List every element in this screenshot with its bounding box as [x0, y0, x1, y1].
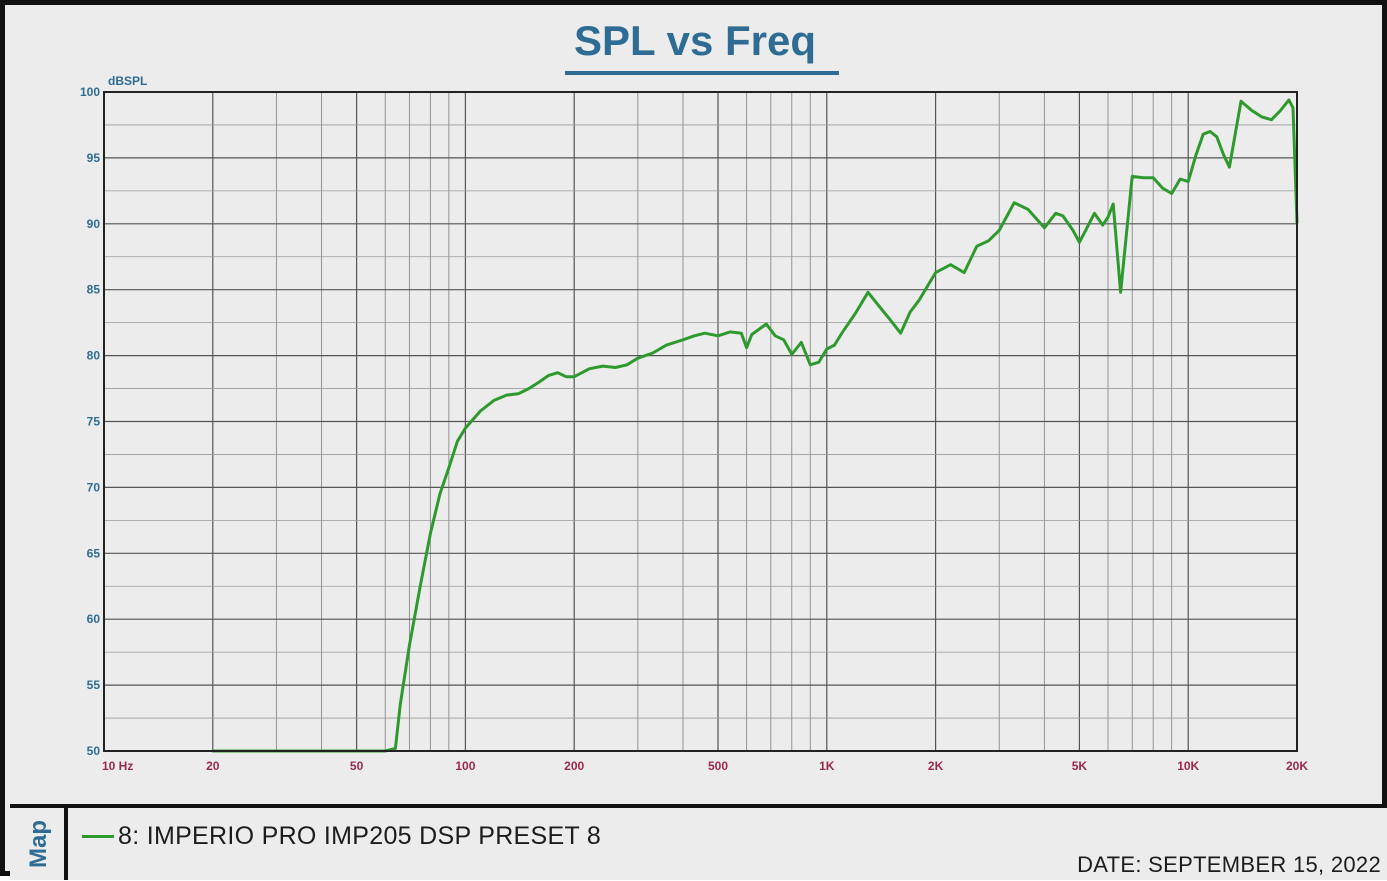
y-tick-label: 90 [87, 217, 101, 231]
x-tick-label: 10 Hz [102, 759, 133, 773]
x-tick-label: 100 [455, 759, 475, 773]
y-tick-label: 50 [87, 744, 101, 758]
legend-line-swatch [82, 835, 114, 838]
spl-chart: SPL vs Freq dBSPL 100 95 90 85 80 75 70 65 60 55 5… [80, 17, 1308, 773]
legend-footer: Map 8: IMPERIO PRO IMP205 DSP PRESET 8 D… [10, 804, 1387, 880]
x-tick-label: 200 [564, 759, 584, 773]
y-tick-label: 75 [87, 415, 101, 429]
spl-series-line [211, 98, 1299, 753]
y-tick-label: 100 [80, 85, 100, 99]
y-tick-label: 95 [87, 151, 101, 165]
date-label: DATE: SEPTEMBER 15, 2022 [1077, 852, 1381, 877]
series-layer [211, 98, 1299, 753]
x-tick-label: 20K [1286, 759, 1308, 773]
y-tick-label: 65 [87, 546, 101, 560]
x-tick-label: 5K [1072, 759, 1088, 773]
chart-title: SPL vs Freq [574, 17, 816, 64]
grid-layer [104, 92, 1297, 751]
x-tick-label: 10K [1177, 759, 1199, 773]
plot-area-border [103, 91, 1298, 752]
map-tab-label: Map [25, 820, 52, 868]
y-axis-unit-label: dBSPL [108, 74, 147, 88]
x-tick-label: 2K [928, 759, 944, 773]
legend-entry[interactable]: 8: IMPERIO PRO IMP205 DSP PRESET 8 [82, 822, 601, 851]
y-tick-label: 85 [87, 283, 101, 297]
y-tick-label: 60 [87, 612, 101, 626]
legend-entry-label: 8: IMPERIO PRO IMP205 DSP PRESET 8 [118, 822, 602, 850]
x-tick-label: 500 [708, 759, 728, 773]
x-tick-label: 20 [206, 759, 220, 773]
y-tick-label: 70 [87, 480, 101, 494]
x-tick-label: 1K [819, 759, 835, 773]
y-tick-label: 55 [87, 678, 101, 692]
y-tick-label: 80 [87, 349, 101, 363]
map-tab[interactable]: Map [10, 808, 68, 880]
x-tick-label: 50 [350, 759, 364, 773]
